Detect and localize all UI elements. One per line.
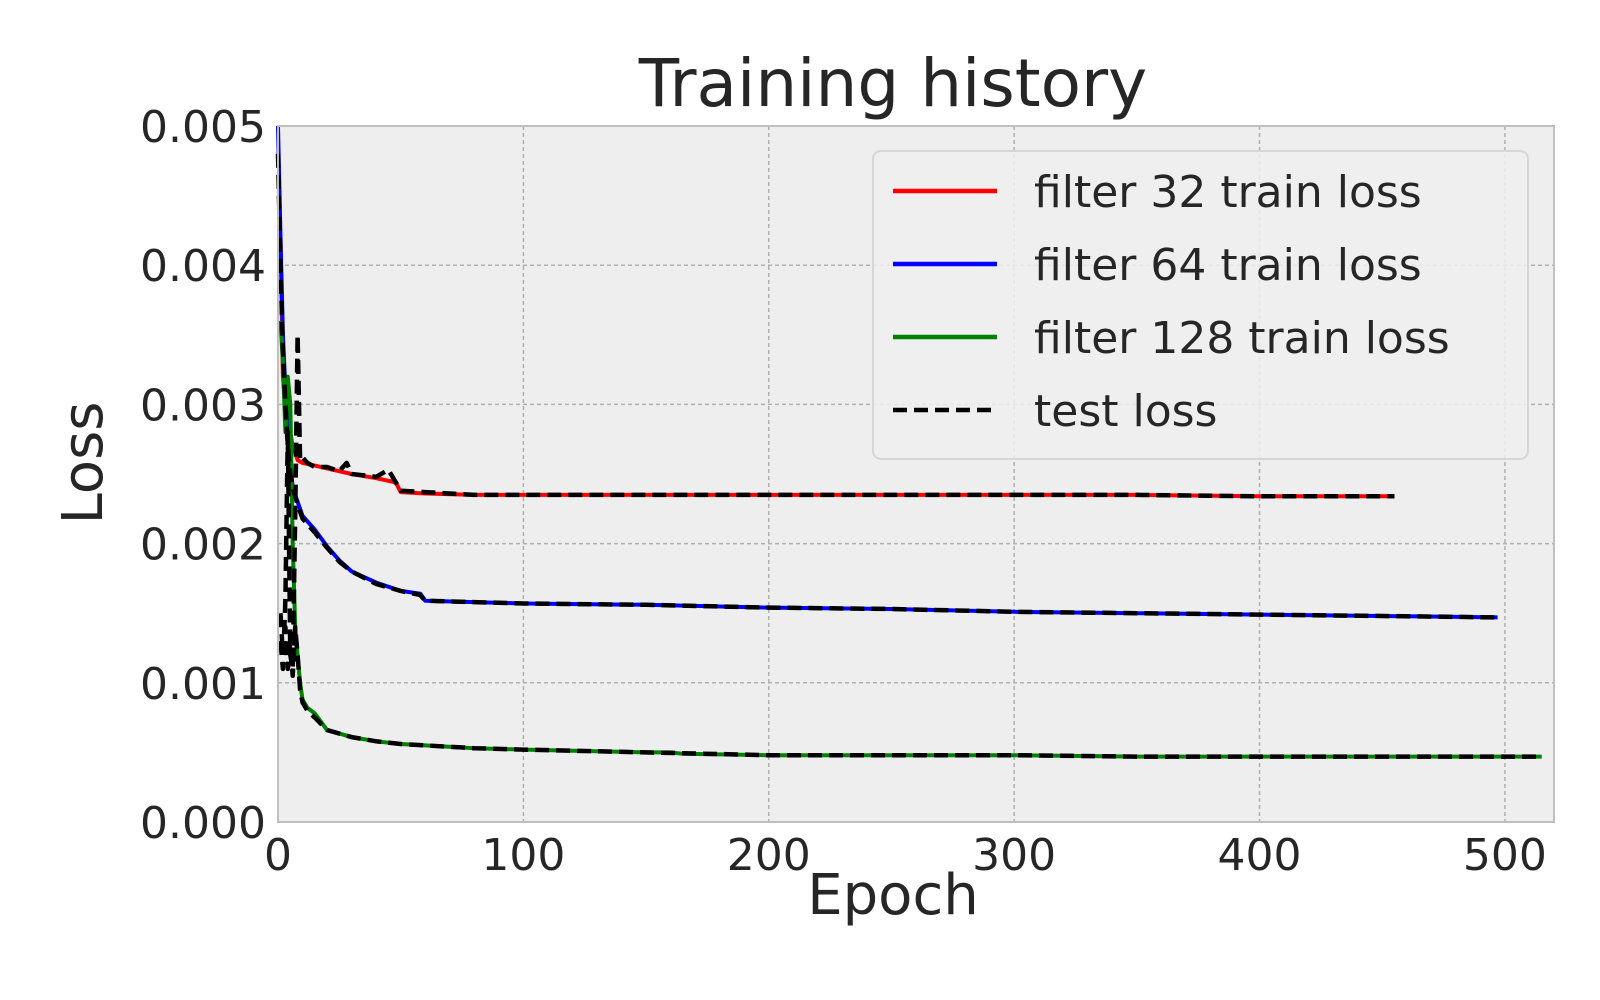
legend-label: test loss xyxy=(1034,386,1217,437)
x-axis-label: Epoch xyxy=(807,863,978,928)
legend: filter 32 train loss filter 64 train loss… xyxy=(872,150,1529,460)
legend-label: filter 128 train loss xyxy=(1034,313,1450,364)
x-tick-label: 300 xyxy=(972,830,1056,881)
series-line-5 xyxy=(278,613,1542,759)
chart-title: Training history xyxy=(638,45,1147,122)
legend-label: filter 64 train loss xyxy=(1034,240,1422,291)
legend-label: filter 32 train loss xyxy=(1034,167,1422,218)
x-tick-label: 400 xyxy=(1218,830,1302,881)
series-line-3 xyxy=(278,332,1395,672)
tick-labels: 0 100 200 300 400 500 0.000 0.001 0.002 0.003 0.00… xyxy=(140,102,1547,881)
y-tick-label: 0.002 xyxy=(140,520,266,571)
x-tick-label: 200 xyxy=(727,830,811,881)
series-layer xyxy=(275,125,1542,759)
legend-box xyxy=(872,150,1529,460)
x-tick-label: 0 xyxy=(264,830,292,881)
y-tick-label: 0.004 xyxy=(140,241,266,292)
x-tick-label: 100 xyxy=(481,830,565,881)
y-tick-label: 0.003 xyxy=(140,380,266,431)
series-line-4 xyxy=(275,153,1498,620)
y-tick-label: 0.001 xyxy=(140,659,266,710)
y-tick-label: 0.000 xyxy=(140,798,266,849)
plot-frame xyxy=(277,125,1555,823)
y-tick-label: 0.005 xyxy=(140,102,266,153)
x-tick-label: 500 xyxy=(1463,830,1547,881)
y-axis-label: Loss xyxy=(51,402,116,525)
